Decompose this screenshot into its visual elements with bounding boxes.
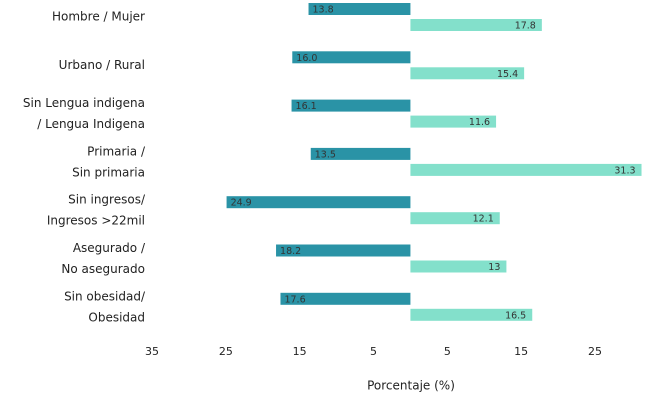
category-label: Sin obesidad/ — [64, 289, 146, 303]
category-label: Sin Lengua indigena — [23, 96, 145, 110]
x-tick-label: 25 — [588, 345, 602, 358]
value-label: 11.6 — [469, 117, 490, 128]
value-label: 16.1 — [296, 101, 317, 112]
bar — [280, 292, 411, 305]
x-tick-label: 35 — [145, 345, 159, 358]
category-label: Asegurado / — [73, 241, 146, 255]
bar — [410, 163, 642, 176]
category-label: Sin ingresos/ — [68, 193, 146, 207]
bar — [410, 67, 525, 80]
x-axis-title: Porcentaje (%) — [367, 379, 455, 393]
value-label: 13.5 — [315, 149, 336, 160]
bar — [310, 147, 411, 160]
category-label: / Lengua Indigena — [37, 117, 145, 131]
value-label: 13 — [488, 262, 500, 273]
bar — [308, 3, 411, 15]
bar — [226, 196, 411, 209]
bar — [410, 308, 533, 321]
category-label: Ingresos >22mil — [47, 214, 145, 228]
x-tick-label: 15 — [514, 345, 528, 358]
value-label: 16.0 — [296, 53, 317, 64]
category-label: No asegurado — [61, 262, 145, 276]
x-tick-label: 25 — [219, 345, 233, 358]
category-label: Obesidad — [88, 310, 145, 324]
x-tick-label: 15 — [293, 345, 307, 358]
value-label: 18.2 — [280, 246, 301, 257]
x-tick-label: 5 — [370, 345, 377, 358]
bar — [291, 99, 411, 112]
bar — [410, 212, 500, 225]
value-label: 15.4 — [497, 69, 518, 80]
category-label: Primaria / — [87, 144, 146, 158]
bar — [276, 244, 411, 257]
value-label: 13.8 — [313, 5, 334, 16]
value-label: 24.9 — [231, 198, 252, 209]
bar — [410, 260, 507, 273]
value-label: 12.1 — [473, 214, 494, 225]
value-label: 31.3 — [614, 165, 635, 176]
bar — [410, 19, 542, 31]
category-label: Hombre / Mujer — [52, 10, 145, 24]
value-label: 17.6 — [284, 294, 305, 305]
bar — [292, 51, 411, 64]
category-label: Urbano / Rural — [59, 58, 145, 72]
value-label: 16.5 — [505, 310, 526, 321]
category-label: Sin primaria — [72, 165, 145, 179]
value-label: 17.8 — [515, 21, 536, 32]
bar — [410, 115, 497, 128]
x-tick-label: 5 — [444, 345, 451, 358]
